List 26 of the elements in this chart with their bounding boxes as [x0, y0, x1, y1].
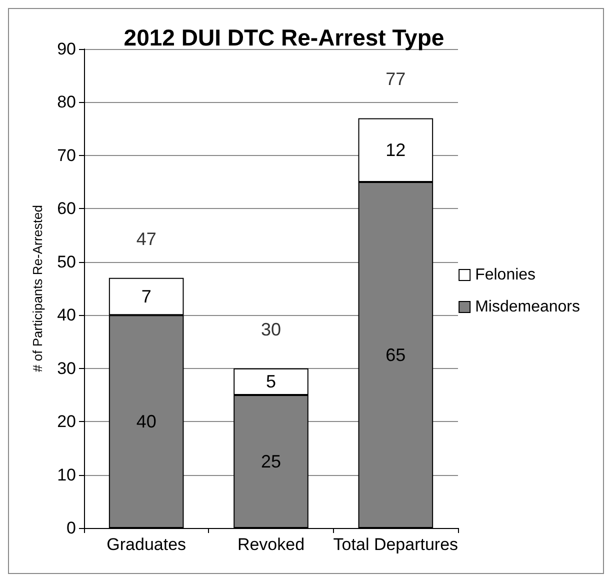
y-tick-label: 10	[57, 465, 76, 484]
y-tick-label: 20	[57, 412, 76, 432]
y-tick-label: 70	[57, 146, 76, 165]
y-tick-label: 30	[57, 358, 76, 378]
y-tick-label: 40	[57, 306, 76, 325]
y-tick-label: 80	[57, 92, 76, 112]
total-label: 47	[136, 228, 156, 249]
y-axis-title: # of Participants Re-Arrested	[30, 205, 45, 372]
data-label: 65	[386, 345, 406, 366]
y-tick-label: 90	[57, 40, 76, 58]
data-label: 25	[260, 451, 282, 472]
data-label: 7	[141, 286, 152, 306]
y-tick-label: 60	[57, 199, 76, 218]
legend-label: Misdemeanors	[475, 298, 580, 316]
total-label: 77	[386, 69, 406, 90]
data-label: 12	[386, 140, 406, 160]
data-label: 40	[136, 412, 156, 432]
legend-label: Felonies	[475, 266, 536, 284]
x-tick-label: Revoked	[237, 535, 305, 554]
chart-title: 2012 DUI DTC Re-Arrest Type	[124, 24, 444, 50]
x-tick-label: Total Departures	[333, 535, 458, 554]
total-label: 30	[260, 319, 282, 340]
y-tick-label: 0	[66, 518, 76, 538]
data-label: 5	[266, 372, 276, 392]
x-tick-label: Graduates	[106, 535, 186, 554]
y-tick-label: 50	[57, 252, 76, 272]
